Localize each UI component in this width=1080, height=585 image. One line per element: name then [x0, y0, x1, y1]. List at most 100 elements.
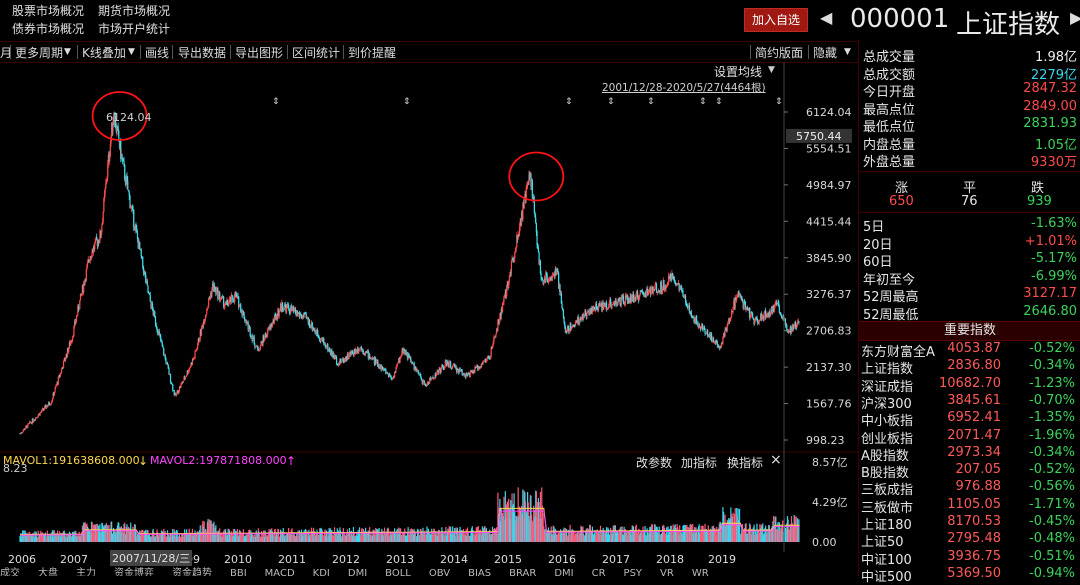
- volume-bar: [511, 493, 513, 542]
- prev-symbol-icon[interactable]: ◀: [820, 8, 833, 27]
- candle-body: [505, 290, 507, 297]
- volume-bar: [139, 535, 142, 542]
- export-data-button[interactable]: 导出数据: [178, 46, 227, 60]
- stat-row: 内盘总量 1.05亿: [863, 134, 1077, 153]
- index-row[interactable]: 深证成指 10682.70 -1.23%: [861, 376, 1079, 395]
- more-periods-button[interactable]: 更多周期: [15, 46, 64, 60]
- volume-bar: [113, 527, 115, 542]
- index-row[interactable]: 三板做市 1105.05 -1.71%: [861, 497, 1079, 516]
- candle-body: [747, 310, 749, 311]
- indicator-tab[interactable]: BIAS: [468, 568, 492, 576]
- dropdown-arrow-icon[interactable]: ▼: [128, 47, 135, 57]
- candle-body: [421, 379, 423, 384]
- volume-bar: [508, 498, 510, 542]
- volume-bar: [440, 534, 442, 542]
- candle-body: [397, 362, 399, 364]
- volume-bar: [377, 531, 380, 542]
- volume-bar: [673, 528, 675, 542]
- candle-body: [566, 330, 568, 333]
- index-row[interactable]: 中证500 5369.50 -0.94%: [861, 566, 1079, 585]
- index-row[interactable]: 上证180 8170.53 -0.45%: [861, 514, 1079, 533]
- volume-bar: [462, 529, 465, 542]
- nav-stock-market[interactable]: 股票市场概况: [12, 4, 85, 18]
- dropdown-arrow-icon[interactable]: ▼: [844, 47, 851, 57]
- dropdown-arrow-icon[interactable]: ▼: [768, 65, 775, 75]
- volume-bar: [130, 529, 133, 542]
- nav-account-stats[interactable]: 市场开户统计: [98, 22, 171, 36]
- candle-body: [435, 374, 438, 376]
- candle-body: [318, 336, 320, 338]
- nav-bond-market[interactable]: 债券市场概况: [12, 22, 85, 36]
- indicator-tab[interactable]: 成交: [0, 568, 20, 576]
- add-indicator-button[interactable]: 加指标: [681, 456, 718, 470]
- index-row[interactable]: A股指数 2973.34 -0.34%: [861, 445, 1079, 464]
- index-row[interactable]: 沪深300 3845.61 -0.70%: [861, 393, 1079, 412]
- period-month-button[interactable]: 月: [0, 46, 13, 60]
- candle-body: [79, 293, 82, 301]
- hide-button[interactable]: 隐藏: [813, 46, 838, 60]
- indicator-tab[interactable]: KDJ: [312, 568, 330, 576]
- export-image-button[interactable]: 导出图形: [235, 46, 284, 60]
- indicator-tab[interactable]: DMI: [347, 568, 368, 576]
- simple-layout-button[interactable]: 简约版面: [755, 46, 804, 60]
- important-indices-header: 重要指数: [859, 321, 1080, 341]
- index-row[interactable]: 上证指数 2836.80 -0.34%: [861, 358, 1079, 377]
- ma-settings-button[interactable]: 设置均线: [714, 65, 763, 79]
- candle-body: [653, 289, 656, 291]
- index-row[interactable]: 创业板指 2071.47 -1.96%: [861, 428, 1079, 447]
- indicator-tab[interactable]: BRAR: [509, 568, 537, 576]
- candle-body: [270, 323, 272, 329]
- volume-bar: [365, 527, 367, 542]
- index-row[interactable]: 东方财富全A 4053.87 -0.52%: [861, 341, 1079, 360]
- index-row[interactable]: 中小板指 6952.41 -1.35%: [861, 410, 1079, 429]
- indicator-tab[interactable]: CR: [591, 568, 606, 576]
- index-name: 沪深300: [861, 396, 912, 412]
- next-symbol-icon[interactable]: ▶: [1070, 8, 1080, 27]
- index-row[interactable]: B股指数 207.05 -0.52%: [861, 462, 1079, 481]
- candle-body: [684, 295, 686, 297]
- indicator-tab[interactable]: 资金趋势: [172, 568, 212, 576]
- candle-body: [450, 361, 452, 368]
- change-params-button[interactable]: 改参数: [636, 456, 673, 470]
- volume-bar: [520, 508, 522, 542]
- volume-bar: [270, 529, 272, 542]
- candle-body: [753, 319, 755, 324]
- indicator-tab[interactable]: BOLL: [385, 568, 411, 576]
- candle-body: [386, 372, 388, 374]
- indicator-tab[interactable]: WR: [691, 568, 709, 576]
- index-row[interactable]: 三板成指 976.88 -0.56%: [861, 479, 1079, 498]
- kline-chart-panel[interactable]: ⇕ ⇕ ⇕ ⇕ ⇕ ⇕ ⇕ ⇕ 6124.04 5554.51 4984.97 4415.44 384…: [0, 62, 858, 576]
- close-indicator-icon[interactable]: ×: [770, 452, 782, 468]
- indicator-tab[interactable]: VR: [660, 568, 674, 576]
- volume-bar: [651, 524, 653, 542]
- indicator-tab[interactable]: 大盘: [38, 568, 58, 576]
- indicator-tab[interactable]: PSY: [623, 568, 643, 576]
- indicator-tab[interactable]: 主力: [76, 568, 96, 576]
- indicator-tab[interactable]: BBI: [230, 568, 247, 576]
- candle-body: [374, 358, 376, 364]
- indicator-tab[interactable]: MACD: [264, 568, 295, 576]
- draw-line-button[interactable]: 画线: [145, 46, 170, 60]
- volume-bar: [543, 526, 545, 542]
- volume-bar: [48, 536, 50, 542]
- range-stats-button[interactable]: 区间统计: [292, 46, 341, 60]
- index-row[interactable]: 上证50 2795.48 -0.48%: [861, 531, 1079, 550]
- volume-bar: [501, 512, 503, 542]
- indicator-tab[interactable]: 资金博弈: [114, 568, 154, 576]
- add-favorite-button[interactable]: 加入自选: [744, 8, 808, 32]
- nav-futures-market[interactable]: 期货市场概况: [98, 4, 171, 18]
- price-alert-button[interactable]: 到价提醒: [348, 46, 397, 60]
- kline-chart-svg[interactable]: ⇕ ⇕ ⇕ ⇕ ⇕ ⇕ ⇕ ⇕ 6124.045554.514984.974415.44384…: [0, 62, 858, 576]
- indicator-tab[interactable]: OBV: [428, 568, 451, 576]
- index-row[interactable]: 中证100 3936.75 -0.51%: [861, 549, 1079, 568]
- kline-overlay-button[interactable]: K线叠加: [82, 46, 126, 60]
- candle-body: [423, 380, 425, 382]
- candle-body: [315, 332, 317, 335]
- candle-body: [96, 237, 98, 241]
- dropdown-arrow-icon[interactable]: ▼: [64, 47, 71, 57]
- indicator-tab[interactable]: DMI: [554, 568, 574, 576]
- candle-body: [107, 163, 109, 177]
- indicator-tabs[interactable]: 成交 大盘 主力 资金博弈 资金趋势 BBI MACD KDJ DMI BOLL OBV BIAS BR…: [0, 567, 727, 576]
- switch-indicator-button[interactable]: 换指标: [727, 456, 764, 470]
- volume-bar: [791, 522, 793, 542]
